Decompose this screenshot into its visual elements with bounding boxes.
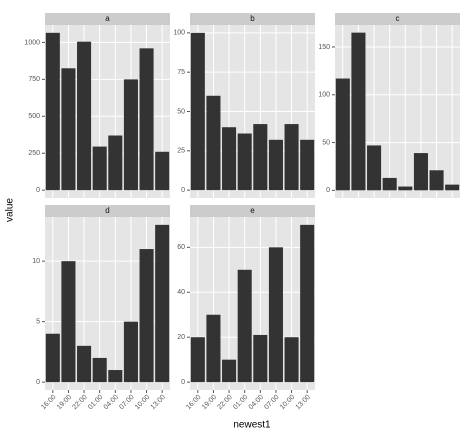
- y-tick-label: 60: [177, 244, 185, 251]
- x-axis-label: newest1: [233, 420, 271, 431]
- y-tick-label: 50: [322, 139, 330, 146]
- y-tick-label: 500: [28, 113, 40, 120]
- y-axis-label: value: [5, 198, 16, 222]
- bar: [222, 127, 237, 191]
- strip-label: e: [250, 206, 255, 215]
- bar: [108, 135, 123, 191]
- y-tick-label: 0: [181, 187, 185, 194]
- bar: [268, 139, 283, 191]
- y-tick-label: 10: [32, 258, 40, 265]
- bar: [77, 345, 92, 383]
- bar: [429, 170, 444, 191]
- y-tick-label: 150: [318, 44, 330, 51]
- bar: [445, 184, 460, 191]
- y-tick-label: 50: [177, 108, 185, 115]
- bar: [367, 145, 382, 191]
- bar: [92, 357, 107, 383]
- bar: [300, 139, 315, 191]
- bar: [206, 95, 221, 191]
- bar: [284, 124, 299, 191]
- y-tick-label: 25: [177, 148, 185, 155]
- bar: [300, 224, 315, 383]
- strip-label: a: [105, 14, 110, 23]
- bar: [77, 41, 92, 191]
- bar: [139, 48, 154, 191]
- bar: [413, 153, 428, 191]
- bar: [268, 247, 283, 383]
- bar: [237, 269, 252, 383]
- bar: [253, 334, 268, 383]
- y-tick-label: 5: [36, 318, 40, 325]
- strip: [335, 13, 460, 25]
- bar: [155, 224, 170, 383]
- strip-label: c: [396, 14, 400, 23]
- y-tick-label: 0: [36, 187, 40, 194]
- y-tick-label: 0: [181, 379, 185, 386]
- strip: [45, 205, 170, 217]
- strip: [45, 13, 170, 25]
- bar: [123, 321, 138, 383]
- strip-label: b: [250, 14, 255, 23]
- y-tick-label: 20: [177, 334, 185, 341]
- bar: [155, 151, 170, 191]
- y-tick-label: 1000: [24, 39, 40, 46]
- bar: [92, 146, 107, 191]
- bar: [398, 186, 413, 191]
- bar: [382, 177, 397, 191]
- bar: [108, 370, 123, 383]
- bar: [190, 32, 205, 191]
- y-tick-label: 75: [177, 69, 185, 76]
- bar: [351, 32, 366, 191]
- bar: [253, 124, 268, 191]
- bar: [284, 337, 299, 383]
- y-tick-label: 750: [28, 76, 40, 83]
- y-tick-label: 100: [318, 92, 330, 99]
- strip: [190, 13, 315, 25]
- y-tick-label: 0: [36, 379, 40, 386]
- y-tick-label: 40: [177, 289, 185, 296]
- strip-label: d: [105, 206, 109, 215]
- bar: [190, 337, 205, 383]
- bar: [139, 249, 154, 383]
- y-tick-label: 100: [173, 30, 185, 37]
- y-tick-label: 0: [326, 187, 330, 194]
- bar: [123, 79, 138, 191]
- bar: [237, 133, 252, 191]
- bar: [206, 314, 221, 383]
- bar: [61, 68, 76, 191]
- bar: [335, 78, 350, 191]
- bar: [222, 359, 237, 383]
- bar: [45, 32, 60, 191]
- bar: [45, 333, 60, 383]
- bar: [61, 261, 76, 383]
- strip: [190, 205, 315, 217]
- y-tick-label: 250: [28, 150, 40, 157]
